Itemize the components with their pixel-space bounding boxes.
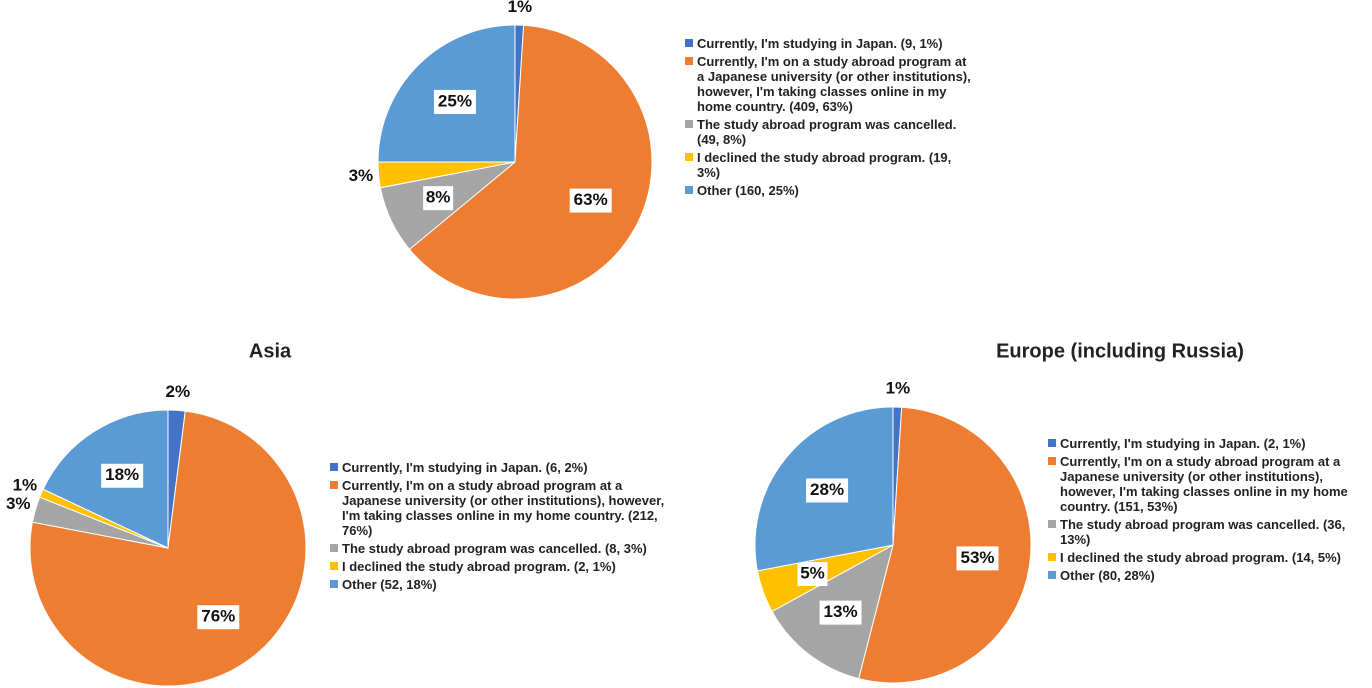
legend-swatch xyxy=(685,57,693,65)
data-label: 28% xyxy=(810,480,844,499)
legend-swatch xyxy=(1048,457,1056,465)
data-label: 8% xyxy=(426,188,451,207)
legend-label: The study abroad program was cancelled. … xyxy=(697,117,957,147)
legend-label: Currently, I'm on a study abroad program… xyxy=(697,54,971,114)
legend-item: Other (52, 18%) xyxy=(330,577,675,592)
data-label: 63% xyxy=(574,190,608,209)
legend-item: Currently, I'm on a study abroad program… xyxy=(330,478,675,538)
legend-label: Currently, I'm studying in Japan. (9, 1%… xyxy=(697,36,943,51)
chart-title: Asia xyxy=(249,340,292,362)
legend-label: Currently, I'm studying in Japan. (6, 2%… xyxy=(342,460,588,475)
data-label: 3% xyxy=(6,494,31,513)
pie-slice xyxy=(858,406,1032,684)
legend-swatch xyxy=(330,481,338,489)
legend-swatch xyxy=(1048,553,1056,561)
legend-label: The study abroad program was cancelled. … xyxy=(342,541,647,556)
legend-item: Currently, I'm studying in Japan. (9, 1%… xyxy=(685,36,975,51)
legend-item: Currently, I'm on a study abroad program… xyxy=(685,54,975,114)
legend-item: The study abroad program was cancelled. … xyxy=(685,117,975,147)
legend-item: I declined the study abroad program. (2,… xyxy=(330,559,675,574)
legend-item: I declined the study abroad program. (19… xyxy=(685,150,975,180)
data-label: 1% xyxy=(13,476,38,495)
legend-swatch xyxy=(685,120,693,128)
label-box xyxy=(819,600,862,625)
legend-swatch xyxy=(1048,571,1056,579)
label-box xyxy=(433,89,476,114)
legend-swatch xyxy=(1048,439,1056,447)
legend-label: Currently, I'm on a study abroad program… xyxy=(342,478,665,538)
legend-item: I declined the study abroad program. (14… xyxy=(1048,550,1353,565)
data-label: 53% xyxy=(960,548,994,567)
label-box xyxy=(423,186,454,211)
label-box xyxy=(797,561,828,586)
label-box xyxy=(806,478,849,503)
legend-item: Currently, I'm studying in Japan. (2, 1%… xyxy=(1048,436,1353,451)
data-label: 2% xyxy=(166,382,191,401)
data-label: 25% xyxy=(438,91,472,110)
legend: Currently, I'm studying in Japan. (9, 1%… xyxy=(685,36,975,201)
legend-item: Currently, I'm on a study abroad program… xyxy=(1048,454,1353,514)
data-label: 1% xyxy=(886,379,911,398)
legend-item: Currently, I'm studying in Japan. (6, 2%… xyxy=(330,460,675,475)
legend-swatch xyxy=(330,562,338,570)
legend-swatch xyxy=(330,463,338,471)
data-label: 18% xyxy=(105,465,139,484)
legend-swatch xyxy=(330,580,338,588)
legend-label: Other (80, 28%) xyxy=(1060,568,1155,583)
data-label: 76% xyxy=(201,607,235,626)
chart-title: Europe (including Russia) xyxy=(996,340,1244,362)
legend-swatch xyxy=(1048,520,1056,528)
legend-label: Other (52, 18%) xyxy=(342,577,437,592)
data-label: 3% xyxy=(349,166,374,185)
legend: Currently, I'm studying in Japan. (6, 2%… xyxy=(330,460,675,595)
data-label: 5% xyxy=(800,563,825,582)
legend-label: The study abroad program was cancelled. … xyxy=(1060,517,1346,547)
label-box xyxy=(569,188,612,213)
legend-label: I declined the study abroad program. (19… xyxy=(697,150,952,180)
legend-item: The study abroad program was cancelled. … xyxy=(330,541,675,556)
legend-swatch xyxy=(685,39,693,47)
legend-label: I declined the study abroad program. (2,… xyxy=(342,559,616,574)
legend-label: Currently, I'm studying in Japan. (2, 1%… xyxy=(1060,436,1306,451)
label-box xyxy=(197,605,240,630)
label-box xyxy=(101,463,144,488)
legend-swatch xyxy=(685,186,693,194)
legend-label: Other (160, 25%) xyxy=(697,183,799,198)
legend-swatch xyxy=(330,544,338,552)
legend-item: The study abroad program was cancelled. … xyxy=(1048,517,1353,547)
data-label: 13% xyxy=(824,602,858,621)
legend-label: I declined the study abroad program. (14… xyxy=(1060,550,1342,565)
legend-item: Other (160, 25%) xyxy=(685,183,975,198)
legend: Currently, I'm studying in Japan. (2, 1%… xyxy=(1048,436,1353,586)
legend-swatch xyxy=(685,153,693,161)
legend-item: Other (80, 28%) xyxy=(1048,568,1353,583)
label-box xyxy=(956,546,999,571)
pie-slice xyxy=(408,24,653,300)
data-label: 1% xyxy=(508,0,533,16)
legend-label: Currently, I'm on a study abroad program… xyxy=(1060,454,1348,514)
